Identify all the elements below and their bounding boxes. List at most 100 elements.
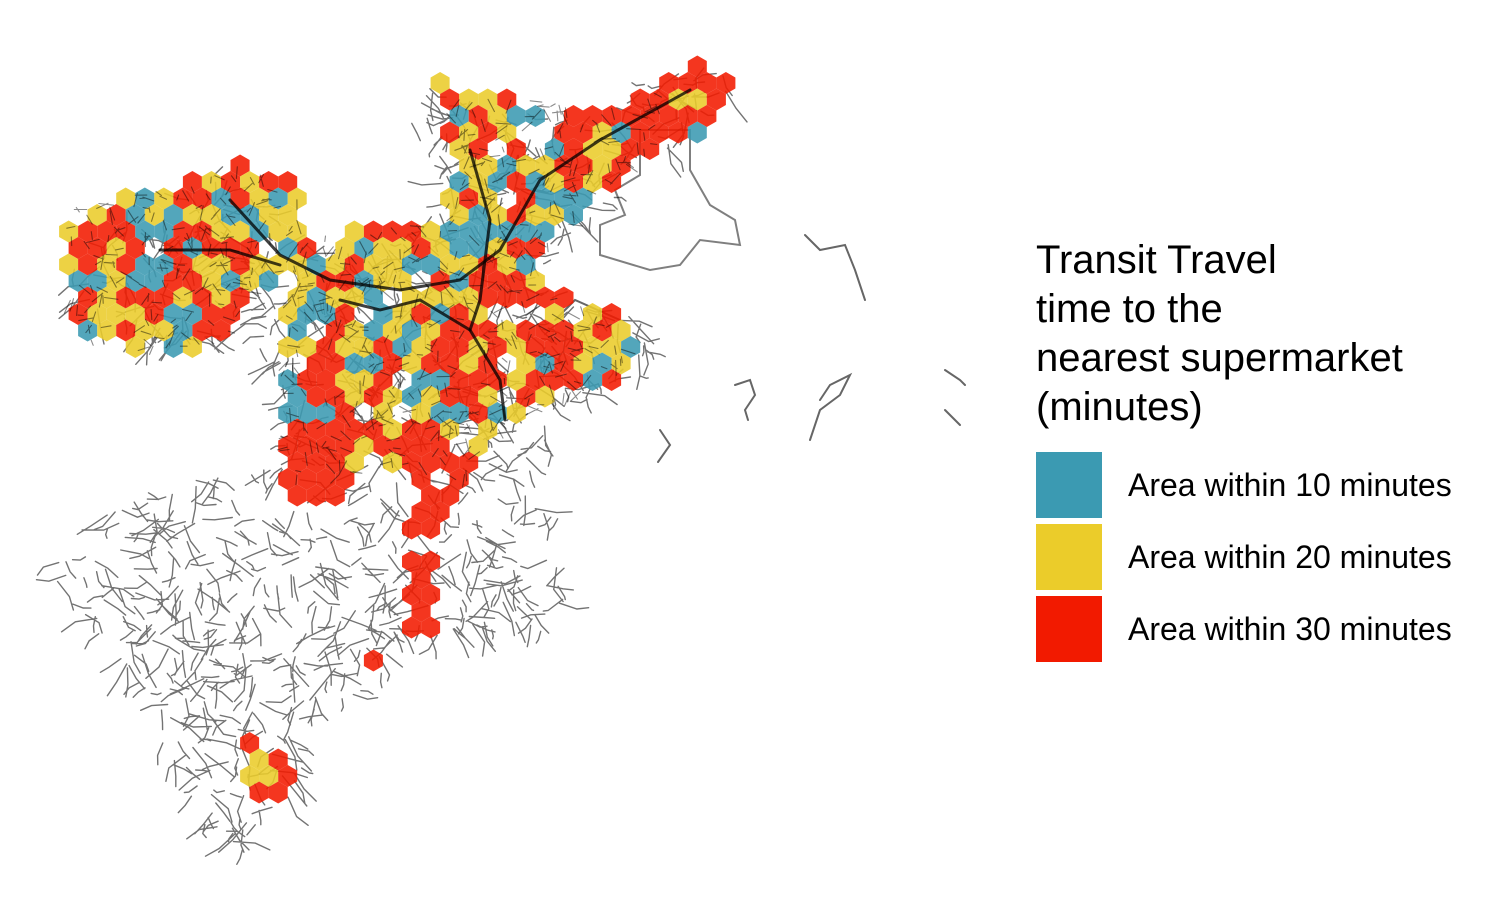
travel-time-hexagon xyxy=(554,187,574,210)
travel-time-hexagon xyxy=(373,336,393,358)
travel-time-hexagon xyxy=(173,220,193,243)
travel-time-hexagon xyxy=(278,435,298,457)
travel-time-hexagon xyxy=(116,319,136,342)
travel-time-hexagon xyxy=(297,237,317,259)
travel-time-hexagon xyxy=(201,237,221,259)
travel-time-hexagon xyxy=(563,369,583,391)
travel-time-hexagon xyxy=(487,105,507,127)
travel-time-hexagon xyxy=(240,171,260,193)
travel-time-hexagon xyxy=(163,237,183,259)
travel-time-hexagon xyxy=(287,319,307,342)
travel-time-hexagon xyxy=(78,220,98,243)
travel-time-hexagon xyxy=(116,286,136,309)
travel-time-hexagon xyxy=(59,220,79,243)
travel-time-hexagon xyxy=(306,451,326,474)
travel-time-hexagon xyxy=(506,237,526,259)
travel-time-hexagon xyxy=(602,138,622,160)
travel-time-hexagon xyxy=(459,121,479,144)
travel-time-hexagon xyxy=(382,418,402,441)
travel-time-hexagon xyxy=(525,369,545,391)
travel-time-hexagon xyxy=(78,253,98,276)
travel-time-hexagon xyxy=(525,204,545,226)
travel-time-hexagon xyxy=(468,237,488,259)
travel-time-hexagon xyxy=(506,270,526,292)
travel-time-hexagon xyxy=(335,468,355,490)
travel-time-hexagon xyxy=(125,237,145,259)
travel-time-hexagon xyxy=(402,253,422,276)
travel-time-hexagon xyxy=(440,418,460,441)
travel-time-hexagon xyxy=(497,88,517,111)
legend-item-30-minutes: Area within 30 minutes xyxy=(1036,596,1496,662)
travel-time-hexagon xyxy=(392,303,412,325)
travel-time-hexagon xyxy=(506,369,526,391)
travel-time-hexagon xyxy=(201,171,221,193)
travel-time-hexagon xyxy=(363,220,383,243)
harbor-island-outline xyxy=(944,369,966,386)
travel-time-hexagon xyxy=(544,204,564,226)
travel-time-hexagon xyxy=(316,468,336,490)
travel-time-hexagon xyxy=(402,451,422,474)
travel-time-hexagon xyxy=(430,501,450,523)
travel-time-hexagon xyxy=(487,270,507,292)
travel-time-hexagon xyxy=(230,220,250,243)
travel-time-hexagon xyxy=(535,154,555,177)
travel-time-hexagon xyxy=(583,303,603,325)
travel-time-hexagon xyxy=(583,105,603,127)
travel-time-hexagon xyxy=(459,451,479,474)
travel-time-hexagon xyxy=(325,286,345,309)
legend-swatch-10-minutes xyxy=(1036,452,1102,518)
travel-time-hexagon xyxy=(268,220,288,243)
travel-time-hexagon xyxy=(602,105,622,127)
travel-time-hexagon xyxy=(573,187,593,210)
travel-time-hexagon xyxy=(402,418,422,441)
travel-time-hexagon xyxy=(211,286,231,309)
travel-time-hexagon xyxy=(325,352,345,375)
travel-time-hexagon xyxy=(363,352,383,375)
travel-time-hexagon xyxy=(316,369,336,391)
travel-time-hexagon xyxy=(201,303,221,325)
transit-lines-layer xyxy=(63,88,692,488)
travel-time-hexagon xyxy=(497,220,517,243)
travel-time-hexagon xyxy=(468,105,488,127)
travel-time-hexagon xyxy=(421,385,441,408)
legend-item-10-minutes: Area within 10 minutes xyxy=(1036,452,1496,518)
street-lines-overlay xyxy=(63,92,662,488)
travel-time-hexagon xyxy=(402,517,422,540)
travel-time-hexagon xyxy=(125,270,145,292)
travel-time-hexagon xyxy=(516,220,536,243)
travel-time-hexagon xyxy=(668,121,688,144)
travel-time-hexagon xyxy=(535,220,555,243)
travel-time-hexagon xyxy=(611,352,631,375)
travel-time-hexagon xyxy=(468,435,488,457)
travel-time-hexagon xyxy=(402,385,422,408)
travel-time-hexagon xyxy=(535,352,555,375)
travel-time-hexagon xyxy=(468,369,488,391)
travel-time-hexagon xyxy=(182,336,202,358)
travel-time-hexagon xyxy=(325,484,345,507)
travel-time-hexagon xyxy=(240,765,260,787)
travel-time-hexagon xyxy=(68,270,88,292)
travel-time-hexagon xyxy=(287,484,307,507)
travel-time-hexagon xyxy=(344,451,364,474)
travel-time-hexagon xyxy=(373,369,393,391)
harbor-island-outline xyxy=(657,429,672,463)
travel-time-hexagon xyxy=(621,336,641,358)
travel-time-hexagon xyxy=(716,72,736,94)
travel-time-hexagon xyxy=(287,187,307,210)
travel-time-hexagon xyxy=(516,253,536,276)
travel-time-hexagon xyxy=(316,336,336,358)
travel-time-hexagon xyxy=(173,253,193,276)
travel-time-hexagon xyxy=(687,121,707,144)
legend-label-10-minutes: Area within 10 minutes xyxy=(1128,466,1452,503)
travel-time-hexagon xyxy=(240,204,260,226)
travel-time-hexagon xyxy=(706,88,726,111)
travel-time-hexagon xyxy=(344,352,364,375)
travel-time-hexagon xyxy=(497,319,517,342)
travel-time-hexagon xyxy=(402,319,422,342)
travel-time-hexagon xyxy=(659,105,679,127)
harbor-island-outline xyxy=(944,409,961,426)
travel-time-hexagon xyxy=(459,187,479,210)
travel-time-hexagon xyxy=(116,253,136,276)
travel-time-hexagon xyxy=(259,765,279,787)
travel-time-hexagon xyxy=(430,72,450,94)
